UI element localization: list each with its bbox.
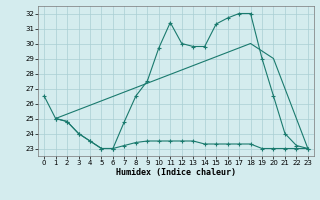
X-axis label: Humidex (Indice chaleur): Humidex (Indice chaleur) (116, 168, 236, 177)
